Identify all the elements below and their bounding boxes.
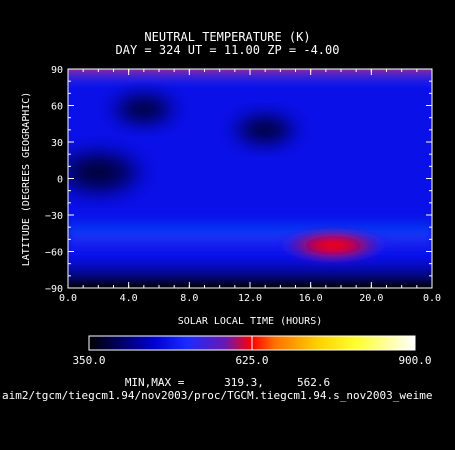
colorbar: 350.0 625.0 900.0	[72, 335, 432, 367]
y-tick-label: −90	[45, 284, 63, 295]
x-tick-label: 0.0	[423, 293, 441, 304]
cold-spot-3	[225, 107, 306, 152]
x-axis-label: SOLAR LOCAL TIME (HOURS)	[178, 316, 323, 327]
x-tick-label: 20.0	[359, 293, 383, 304]
colorbar-tick-label: 900.0	[398, 354, 431, 367]
y-tick-label: 30	[51, 138, 63, 149]
y-tick-label: 60	[51, 102, 63, 113]
min-value: 319.3,	[224, 376, 264, 389]
plot-axes: 0.0 4.0 8.0 12.0 16.0 20.0 0.0 90 60 30 0 −30 −60 −90	[45, 65, 441, 304]
x-tick-label: 4.0	[120, 293, 138, 304]
max-value: 562.6	[297, 376, 331, 389]
x-tick-label: 8.0	[180, 293, 198, 304]
cold-spot-1	[103, 87, 184, 132]
cold-spot-2	[68, 142, 154, 203]
x-tick-label: 12.0	[238, 293, 262, 304]
x-tick-label: 0.0	[59, 293, 77, 304]
colorbar-tick-label: 350.0	[72, 354, 105, 367]
source-path: aim2/tgcm/tiegcm1.94/nov2003/proc/TGCM.t…	[2, 389, 433, 402]
min-max-label: MIN,MAX =	[124, 376, 185, 389]
x-tick-label: 16.0	[299, 293, 323, 304]
y-tick-label: 90	[51, 65, 63, 76]
min-max-readout: MIN,MAX = 319.3, 562.6	[0, 376, 455, 389]
chart-title: NEUTRAL TEMPERATURE (K)	[144, 30, 311, 44]
chart-subtitle: DAY = 324 UT = 11.00 ZP = -4.00	[115, 43, 340, 57]
y-tick-label: 0	[57, 175, 63, 186]
heat-spot-0	[278, 227, 389, 264]
y-tick-label: −60	[45, 248, 63, 259]
colorbar-tick-label: 625.0	[235, 354, 268, 367]
y-tick-label: −30	[45, 211, 63, 222]
heatmap-field	[68, 69, 432, 288]
y-axis-label: LATITUDE (DEGREES GEOGRAPHIC)	[21, 92, 32, 267]
